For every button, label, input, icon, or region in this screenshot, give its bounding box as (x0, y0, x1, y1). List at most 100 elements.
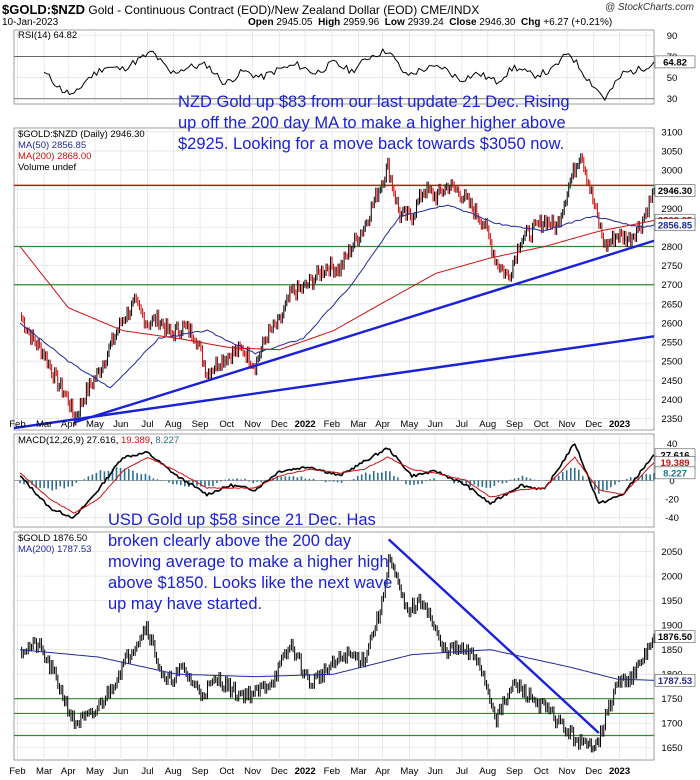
usd-x-tick-label: Mar (350, 766, 366, 777)
usd-x-tick-label: Sep (506, 766, 523, 777)
nzd-y-tick-label: 2350 (661, 414, 682, 425)
nzd-x-tick-label: 2023 (609, 419, 630, 430)
nzd-last-value-label: 2856.85 (658, 220, 693, 231)
usd-x-tick-label: Dec (271, 766, 288, 777)
usd-x-tick-label: Nov (244, 766, 261, 777)
nzd-x-tick-label: Jun (113, 419, 128, 430)
nzd-legend-entry: MA(50) 2856.85 (18, 140, 86, 151)
nzd-x-tick-label: Jun (428, 419, 443, 430)
nzd-y-tick-label: 2450 (661, 376, 682, 387)
usd-x-tick-label: Jun (113, 766, 128, 777)
nzd-ma50-line (19, 204, 655, 389)
usd-x-tick-label: Dec (585, 766, 602, 777)
nzd-last-value-tag (654, 218, 696, 232)
macd-y-tick-label: 40 (667, 439, 678, 450)
nzd-x-tick-label: Aug (165, 419, 182, 430)
close-value: 2946.30 (479, 17, 516, 28)
nzd-x-tick-label: Mar (350, 419, 366, 430)
nzd-x-tick-label: May (400, 419, 418, 430)
nzd-x-tick-label: Feb (324, 419, 340, 430)
rsi-legend-entry: RSI(14) 64.82 (18, 30, 77, 41)
nzd-ma200-line (19, 220, 655, 351)
usd-y-tick-label: 1700 (661, 719, 682, 730)
usd-y-tick-label: 1750 (661, 694, 682, 705)
nzd-y-tick-label: 3050 (661, 146, 682, 157)
rsi-y-tick-label: 90 (667, 31, 678, 42)
usd-x-tick-label: Sep (192, 766, 209, 777)
nzd-last-value-label: 2946.30 (658, 186, 692, 197)
nzd-x-tick-label: Jul (141, 419, 153, 430)
nzd-x-tick-label: May (86, 419, 104, 430)
usd-x-tick-label: Oct (219, 766, 234, 777)
nzd-y-tick-label: 2750 (661, 261, 682, 272)
nzd-last-value-tag (654, 184, 696, 197)
usd-x-tick-label: May (400, 766, 418, 777)
usd-x-tick-label: Jun (428, 766, 443, 777)
macd-y-tick-label: -20 (665, 495, 679, 506)
usd-legend-entry: $GOLD 1876.50 (18, 533, 87, 544)
nzd-x-tick-label: Feb (9, 419, 25, 430)
nzd-trendline (13, 335, 655, 430)
symbol-label: $GOLD:$NZD (2, 2, 86, 17)
open-value: 2945.05 (276, 17, 313, 28)
macd-y-tick-label: -40 (665, 513, 679, 524)
usd-y-tick-label: 1850 (661, 645, 682, 656)
usd-x-tick-label: Jul (456, 766, 468, 777)
usd-x-tick-label: Feb (9, 766, 25, 777)
macd-legend-part: 8.227 (155, 435, 179, 446)
nzd-x-tick-label: Sep (192, 419, 209, 430)
usd-y-tick-label: 1900 (661, 621, 682, 632)
nzd-panel-frame (13, 127, 655, 431)
macd-legend: MACD(12,26,9) 27.616, 19.389, 8.227 (18, 435, 179, 446)
usd-last-value-label: 1787.53 (658, 676, 692, 687)
usd-x-tick-label: Mar (36, 766, 52, 777)
usd-x-tick-label: Apr (61, 766, 76, 777)
nzd-y-tick-label: 2900 (661, 204, 682, 215)
macd-legend-part: MACD(12,26,9) 27.616 (18, 435, 116, 446)
usd-ma200-line (19, 649, 655, 681)
nzd-y-tick-label: 3000 (661, 166, 682, 177)
macd-last-value-label: 27.616 (660, 450, 689, 461)
nzd-legend-entry: $GOLD:$NZD (Daily) 2946.30 (18, 129, 145, 140)
symbol-description: Gold - Continuous Contract (EOD)/New Zea… (88, 3, 418, 17)
macd-last-value-label: 19.389 (660, 458, 689, 469)
usd-trendline (387, 538, 600, 734)
nzd-x-tick-label: Oct (219, 419, 234, 430)
usd-y-tick-label: 1950 (661, 596, 682, 607)
nzd-x-tick-label: Mar (36, 419, 52, 430)
rsi-last-value-tag (654, 55, 696, 69)
macd-y-tick-label: 0 (669, 476, 674, 487)
nzd-y-tick-label: 3100 (661, 127, 682, 138)
nzd-x-tick-label: Nov (244, 419, 261, 430)
usd-x-tick-label: Nov (559, 766, 576, 777)
macd-legend-part: 19.389 (121, 435, 150, 446)
ohlc-values: Open 2945.05 High 2959.96 Low 2939.24 Cl… (248, 17, 613, 28)
nzd-y-tick-label: 2700 (661, 280, 682, 291)
nzd-x-tick-label: Nov (559, 419, 576, 430)
usd-x-tick-label: May (86, 766, 104, 777)
nzd-x-tick-label: 2022 (295, 419, 316, 430)
nzd-y-tick-label: 2550 (661, 338, 682, 349)
nzd-x-tick-label: Oct (534, 419, 549, 430)
usd-x-tick-label: Feb (324, 766, 340, 777)
nzd-y-tick-label: 2400 (661, 395, 682, 406)
macd-legend-part: , (150, 435, 155, 446)
usd-x-tick-label: Aug (165, 766, 182, 777)
usd-x-tick-label: Aug (479, 766, 496, 777)
nzd-annotation: NZD Gold up $83 from our last update 21 … (178, 93, 570, 153)
usd-y-tick-label: 1650 (661, 743, 682, 754)
rsi-y-tick-label: 50 (667, 73, 678, 84)
macd-legend-part: , (116, 435, 121, 446)
usd-x-tick-label: 2022 (295, 766, 316, 777)
nzd-x-tick-label: Apr (375, 419, 390, 430)
chart-header-ohlc: 10-Jan-2023 Open 2945.05 High 2959.96 Lo… (2, 17, 698, 28)
nzd-trendline (73, 239, 655, 424)
usd-x-tick-label: Oct (534, 766, 549, 777)
usd-annotation: USD Gold up $58 since 21 Dec. Has broken… (108, 511, 393, 613)
usd-x-tick-label: 2023 (609, 766, 630, 777)
exchange-label: CME/INDX (420, 3, 480, 17)
stockcharts-brand: @ StockCharts.com (604, 2, 694, 13)
change-value: +6.27 (+0.21%) (543, 17, 613, 28)
nzd-y-tick-label: 2600 (661, 318, 682, 329)
